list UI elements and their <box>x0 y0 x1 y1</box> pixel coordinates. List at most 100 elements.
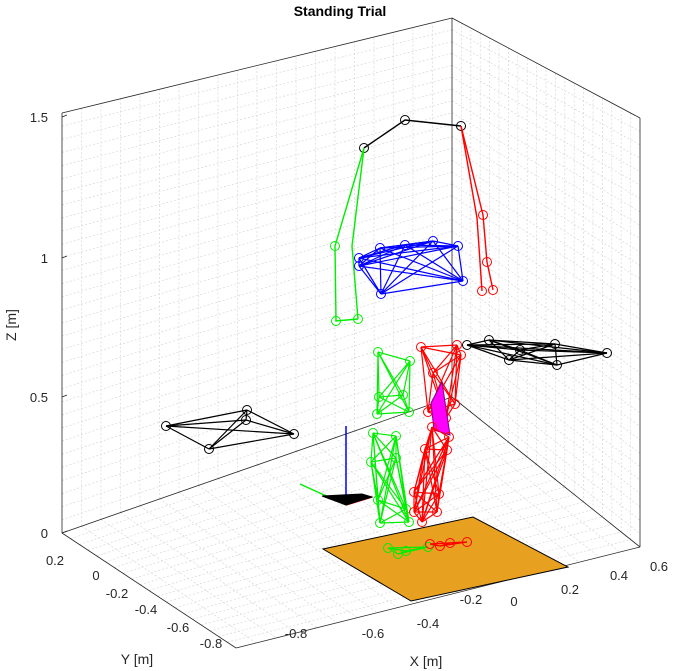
right-hand-marker <box>515 345 525 355</box>
right-hand-edge <box>554 343 558 366</box>
grid-line <box>451 325 641 467</box>
chart-title: Standing Trial <box>294 3 387 19</box>
grid-line <box>61 361 453 494</box>
grid-line <box>209 524 612 632</box>
grid-line <box>393 417 580 563</box>
shoulder-marker <box>400 115 410 125</box>
left-pelvis-edge <box>376 360 411 415</box>
pelvis-marker <box>430 380 451 436</box>
left-shank-edge <box>377 435 397 501</box>
grid-line <box>61 372 453 508</box>
left-pelvis-edge <box>377 351 411 362</box>
right-hand-edge <box>554 343 608 354</box>
grid-line <box>61 41 453 140</box>
left-shank-edge <box>377 499 410 523</box>
grid-line <box>451 278 641 414</box>
left-shank-marker <box>391 453 401 463</box>
trunk-edge <box>379 247 382 295</box>
grid-line <box>451 183 641 306</box>
right-shank-edge <box>413 448 426 513</box>
grid-line <box>61 53 453 153</box>
right-hand-edge <box>466 344 521 351</box>
right-hand-marker <box>504 355 514 365</box>
right-foot-marker <box>435 541 445 551</box>
grid-line <box>140 464 537 586</box>
grid-line <box>61 65 453 166</box>
right-shank-marker <box>409 487 419 497</box>
right-foot-marker <box>425 539 435 549</box>
left-arm-marker <box>353 314 363 324</box>
left-hand-edge <box>208 433 295 450</box>
right-hand-edge <box>508 359 558 366</box>
right-hand-edge <box>519 343 556 351</box>
trunk-marker <box>453 241 463 251</box>
right-shank-edge <box>431 426 450 438</box>
left-shank-edge <box>405 508 410 523</box>
right-pelvis-marker <box>416 342 426 352</box>
trunk-edge <box>404 244 464 282</box>
grid-line <box>61 29 453 127</box>
grid-lines <box>61 22 641 644</box>
axes-edge <box>235 546 641 649</box>
grid-line <box>192 509 594 620</box>
grid-line <box>217 478 398 608</box>
left-arm-2 <box>351 147 365 320</box>
right-shank-edge <box>413 511 423 523</box>
grid-line <box>61 112 453 219</box>
left-pelvis-marker <box>404 407 414 417</box>
grid-line <box>451 124 641 239</box>
right-hand-marker <box>484 335 494 345</box>
y-tick-label: -0.2 <box>106 586 128 601</box>
tick-labels: 0 0.5 1 1.5 -0.8 -0.6 -0.4 -0.2 0 0.2 0.4 0.6 0.2 0 -0… <box>30 110 668 651</box>
grid-line <box>61 88 453 193</box>
grid-line <box>373 423 560 568</box>
left-hand-marker <box>161 421 171 431</box>
left-shank-edge <box>379 435 397 524</box>
grid-line <box>61 290 453 416</box>
left-hand-edge <box>208 409 248 450</box>
left-pelvis-marker <box>373 347 383 357</box>
grid-line <box>451 100 641 213</box>
right-shank-marker <box>442 445 452 455</box>
trunk-edge <box>380 244 406 295</box>
left-foot-marker <box>393 549 403 559</box>
right-hand-edge <box>556 352 608 366</box>
left-arm-marker <box>330 241 340 251</box>
right-hand-edge <box>466 343 556 346</box>
left-shank-edge <box>377 457 397 501</box>
right-hand-edge <box>519 349 608 354</box>
left-shank-edge <box>395 435 410 523</box>
trunk-edge <box>358 265 464 282</box>
right-hand-edge <box>488 339 521 351</box>
left-shank-edge <box>379 457 397 524</box>
right-pelvis-marker <box>450 399 460 409</box>
z-tick-mark <box>61 255 68 259</box>
trunk-edge <box>358 245 459 267</box>
left-pelvis-edge <box>376 394 404 415</box>
right-pelvis-edge <box>454 354 462 405</box>
x-tick-label: 0.2 <box>561 582 579 597</box>
trunk-marker <box>376 289 386 299</box>
grid-line <box>61 254 453 376</box>
grid-line <box>451 76 641 186</box>
right-shank-edge <box>413 493 440 513</box>
force-plate <box>321 516 570 602</box>
trunk-edge <box>380 245 459 295</box>
right-arm-marker <box>477 286 487 296</box>
grid-line <box>122 449 518 574</box>
left-pelvis-edge <box>377 351 410 413</box>
trunk-edge <box>358 245 459 259</box>
shoulder-marker <box>456 121 466 131</box>
grid-line <box>451 159 641 280</box>
grid-line <box>79 411 471 545</box>
right-shank-marker <box>434 489 444 499</box>
left-hand-edge <box>246 409 295 435</box>
right-arm-marker <box>482 257 492 267</box>
x-tick-label: -0.8 <box>285 626 307 641</box>
right-shank-marker <box>420 444 430 454</box>
left-foot-marker <box>383 543 393 553</box>
grid-line <box>451 290 641 427</box>
grid-line <box>157 479 556 597</box>
left-shank-edge <box>370 461 407 510</box>
grid-line <box>412 410 600 558</box>
